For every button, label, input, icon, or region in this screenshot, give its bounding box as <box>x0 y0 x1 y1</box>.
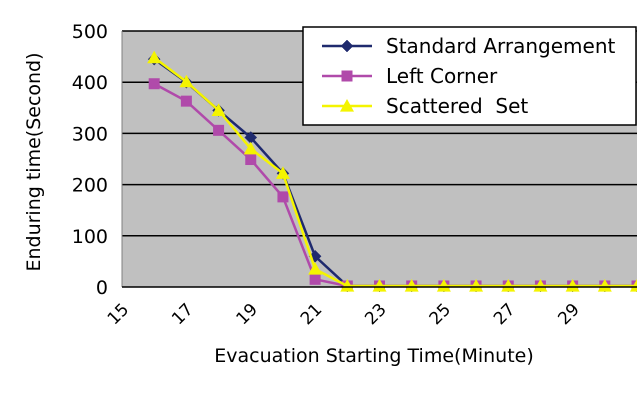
x-tick-label: 23 <box>361 300 390 329</box>
data-point-square <box>310 274 321 285</box>
x-tick-label: 21 <box>297 300 326 329</box>
legend-label: Scattered Set <box>386 94 528 118</box>
data-point-square <box>149 78 160 89</box>
y-tick-label: 400 <box>72 72 108 94</box>
y-tick-label: 200 <box>72 175 108 197</box>
x-tick-label: 25 <box>426 300 455 329</box>
y-tick-label: 500 <box>72 21 108 43</box>
y-tick-label: 300 <box>72 123 108 145</box>
x-tick-label: 15 <box>104 300 133 329</box>
y-axis-label: Enduring time(Second) <box>23 52 45 271</box>
x-axis-label: Evacuation Starting Time(Minute) <box>214 345 534 367</box>
data-point-square <box>277 191 288 202</box>
data-point-square <box>181 96 192 107</box>
data-point-square <box>342 71 353 82</box>
legend-label: Left Corner <box>386 64 498 88</box>
legend-label: Standard Arrangement <box>386 34 616 58</box>
y-tick-label: 0 <box>96 277 108 299</box>
data-point-square <box>245 154 256 165</box>
x-tick-label: 29 <box>554 300 583 329</box>
legend: Standard Arrangement Left Corner Scattered… <box>303 27 636 125</box>
data-point-square <box>213 125 224 136</box>
x-tick-label: 17 <box>168 300 197 329</box>
y-tick-label: 100 <box>72 226 108 248</box>
x-tick-labels: 15 17 19 21 23 25 27 29 <box>104 300 584 329</box>
x-tick-label: 27 <box>490 300 519 329</box>
y-tick-labels: 0 100 200 300 400 500 <box>72 21 108 299</box>
x-tick-label: 19 <box>232 300 261 329</box>
